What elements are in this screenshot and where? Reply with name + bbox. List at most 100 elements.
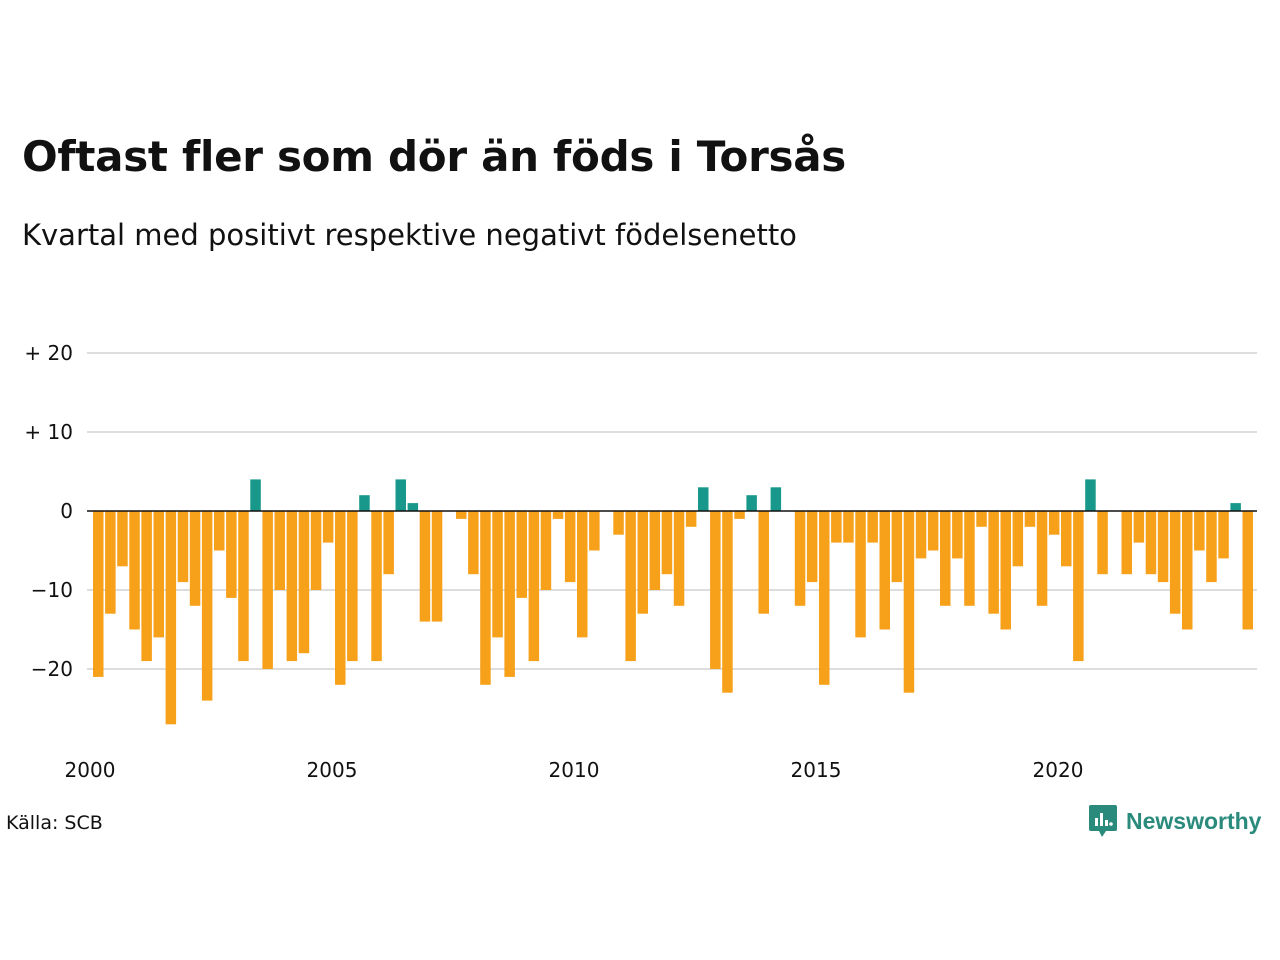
y-tick-label: −10 (31, 578, 73, 602)
bar-negative (1133, 511, 1145, 543)
bar-negative (1145, 511, 1157, 575)
bar-negative (214, 511, 225, 551)
x-tick-label: 2020 (1033, 758, 1084, 782)
y-tick-label: + 10 (24, 420, 73, 444)
bar-negative (201, 511, 213, 701)
bar-negative (1121, 511, 1132, 575)
bar-negative (1182, 511, 1193, 630)
bar-negative (927, 511, 939, 551)
bar-negative (371, 511, 382, 662)
bar-positive (698, 487, 709, 511)
y-tick-label: 0 (60, 499, 73, 523)
bar-negative (298, 511, 310, 654)
bar-negative (1000, 511, 1011, 630)
bar-positive (359, 495, 370, 511)
bar-positive (746, 495, 757, 511)
bar-negative (165, 511, 177, 725)
bar-negative (456, 511, 467, 519)
bar-negative (1073, 511, 1084, 662)
bar-negative (879, 511, 890, 630)
x-axis-ticks: 2000 2005 2010 2015 2020 (65, 758, 1084, 782)
bar-negative (262, 511, 273, 669)
bar-negative (419, 511, 431, 622)
bar-negative (1157, 511, 1169, 583)
bar-negative (238, 511, 249, 662)
bar-negative (1012, 511, 1024, 567)
newsworthy-logo-icon (1089, 805, 1117, 837)
bar-negative (685, 511, 697, 527)
bar-negative (516, 511, 527, 598)
bar-negative (468, 511, 479, 575)
bar-negative (625, 511, 636, 662)
bar-negative (1097, 511, 1108, 575)
bar-negative (831, 511, 842, 543)
bar-negative (637, 511, 648, 614)
y-axis-ticks: + 20 + 10 0 −10 −20 (24, 341, 73, 681)
bar-negative (129, 511, 140, 630)
bar-negative (806, 511, 818, 583)
bar-negative (1061, 511, 1072, 567)
x-tick-label: 2010 (549, 758, 600, 782)
bar-negative (915, 511, 927, 559)
bar-positive (250, 479, 261, 511)
bar-negative (1218, 511, 1229, 559)
bar-negative (891, 511, 903, 583)
bar-negative (322, 511, 334, 543)
bar-positive (770, 487, 782, 511)
bar-positive (395, 479, 406, 511)
bar-negative (589, 511, 600, 551)
bar-negative (673, 511, 685, 606)
bar-negative (964, 511, 975, 606)
y-tick-label: + 20 (24, 341, 73, 365)
bar-negative (722, 511, 733, 693)
bar-negative (286, 511, 298, 662)
bar-negative (758, 511, 769, 614)
bar-negative (552, 511, 564, 519)
bar-negative (988, 511, 999, 614)
bar-negative (613, 511, 624, 535)
bar-positive (407, 503, 419, 511)
bar-negative (1169, 511, 1181, 614)
grid-lines (87, 352, 1257, 670)
bar-negative (1048, 511, 1060, 535)
bar-negative (710, 511, 721, 669)
brand-logo[interactable]: Newsworthy (1088, 803, 1261, 839)
y-tick-label: −20 (31, 657, 73, 681)
bar-negative (940, 511, 951, 606)
brand-name: Newsworthy (1126, 807, 1262, 834)
bar-negative (141, 511, 152, 662)
chart-title: Oftast fler som dör än föds i Torsås (22, 132, 846, 181)
bar-negative (117, 511, 128, 567)
source-note: Källa: SCB (6, 812, 103, 834)
bar-negative (661, 511, 673, 575)
bar-negative (867, 511, 878, 543)
bar-negative (274, 511, 285, 590)
bar-negative (1242, 511, 1253, 630)
bar-negative (1194, 511, 1205, 551)
bars (93, 479, 1253, 725)
bar-negative (794, 511, 806, 606)
bar-negative (540, 511, 552, 590)
bar-negative (843, 511, 854, 543)
x-tick-label: 2015 (791, 758, 842, 782)
bar-negative (335, 511, 346, 685)
bar-negative (819, 511, 830, 685)
bar-negative (1036, 511, 1048, 606)
bar-negative (347, 511, 358, 662)
bar-negative (649, 511, 661, 590)
bar-negative (431, 511, 443, 622)
bar-negative (734, 511, 745, 519)
bar-negative (226, 511, 237, 598)
bar-negative (383, 511, 394, 575)
bar-negative (153, 511, 164, 638)
bar-negative (855, 511, 866, 638)
bar-negative (93, 511, 104, 677)
bar-negative (952, 511, 963, 559)
bar-negative (105, 511, 116, 614)
bar-positive (1085, 479, 1096, 511)
x-tick-label: 2000 (65, 758, 116, 782)
bar-negative (504, 511, 515, 677)
bar-negative (564, 511, 576, 583)
bar-negative (492, 511, 503, 638)
